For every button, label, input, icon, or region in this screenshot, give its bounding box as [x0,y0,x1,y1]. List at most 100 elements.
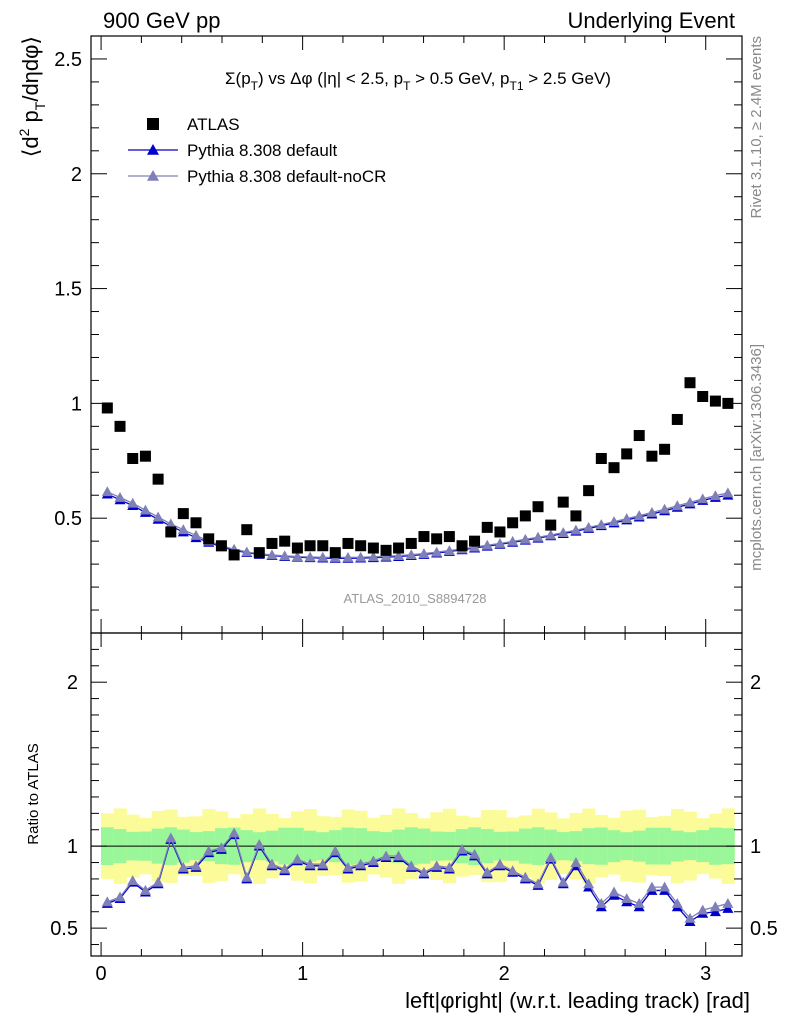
point-nocr [139,504,151,515]
point-atlas [494,526,506,538]
ratio-point-nocr [355,858,367,869]
point-nocr [545,529,557,540]
point-nocr [443,545,455,555]
point-atlas [190,517,202,529]
legend-entry: ATLAS [187,115,240,134]
point-nocr [393,550,405,561]
point-atlas [570,510,582,522]
point-atlas [253,547,265,559]
point-nocr [583,521,595,532]
y-tick-label: 2 [71,164,82,186]
ratio-point-nocr [456,843,468,854]
point-nocr [355,551,367,562]
ratio-point-nocr [443,861,455,872]
ratio-point-nocr [266,858,278,869]
y-tick-label: 1 [71,393,82,415]
point-nocr [697,493,709,504]
ratio-point-nocr [709,901,721,912]
ratio-point-nocr [646,881,658,892]
ratio-y-tick-label-right: 1 [750,836,761,858]
point-nocr [304,551,316,562]
ratio-point-nocr [215,842,227,853]
point-atlas [405,537,417,549]
point-atlas [621,448,633,460]
legend-marker [147,144,159,155]
ratio-y-tick-label-right: 0.5 [750,918,778,940]
legend-marker-atlas [147,118,159,130]
ratio-y-axis-label: Ratio to ATLAS [25,743,42,844]
point-nocr [127,497,139,508]
point-nocr [671,500,683,511]
header-right: Underlying Event [567,8,735,33]
point-atlas [291,542,303,554]
ratio-point-nocr [139,884,151,895]
point-atlas [519,510,531,522]
ratio-point-nocr [570,857,582,867]
point-atlas [165,526,177,538]
ratio-point-nocr [317,858,329,869]
ratio-point-nocr [291,853,303,864]
point-nocr [165,518,177,529]
point-nocr [431,546,443,557]
ratio-point-nocr [608,886,620,897]
point-atlas [241,524,253,536]
point-nocr [114,492,126,502]
ratio-y-tick-label: 2 [67,672,78,694]
plot-frames [90,35,743,957]
ratio-point-nocr [127,875,139,885]
header-left: 900 GeV pp [103,8,220,33]
x-tick-label: 1 [297,963,308,985]
point-atlas [139,450,151,462]
point-atlas [469,535,481,547]
ratio-point-nocr [393,850,405,861]
y-axis-label: ⟨d2 pT/dηdφ⟩ [16,36,48,157]
point-atlas [367,542,379,554]
ratio-plot-marks [101,827,734,926]
point-nocr [152,511,164,522]
ratio-point-nocr [152,876,164,887]
ratio-uncertainty-bands [91,808,742,884]
tick-labels: 0 1 2 3 0.5 1 1.5 2 2.5 0.5 0.5 1 1 2 2 [50,49,778,985]
ratio-point-nocr [481,866,493,877]
ratio-point-nocr [380,850,392,861]
point-atlas [545,519,557,531]
point-nocr [507,535,519,546]
point-atlas [595,452,607,464]
point-atlas [152,473,164,485]
ratio-point-nocr [621,893,633,904]
side-label-rivet: Rivet 3.1.10, ≥ 2.4M events [748,36,765,219]
ratio-point-nocr [190,860,202,871]
point-atlas [101,402,113,414]
point-atlas [127,452,139,464]
point-atlas [329,547,341,559]
point-atlas [557,496,569,508]
ratio-point-nocr [304,858,316,869]
point-atlas [583,485,595,497]
ratio-point-nocr [519,871,531,882]
point-nocr [532,531,544,542]
point-nocr [405,549,417,560]
point-nocr [519,533,531,544]
ratio-point-nocr [684,912,696,923]
y-tick-label: 0.5 [54,508,82,530]
point-atlas [304,540,316,552]
main-plot-marks [101,377,734,563]
point-nocr [177,524,189,535]
point-atlas [697,390,709,402]
point-atlas [114,420,126,432]
point-nocr [101,486,113,497]
point-nocr [621,513,633,524]
point-nocr [709,490,721,501]
ratio-point-nocr [659,881,671,892]
point-nocr [241,546,253,557]
ratio-point-nocr [367,855,379,866]
x-axis-label: left|φright| (w.r.t. leading track) [rad… [405,988,750,1013]
ratio-point-nocr [101,896,113,907]
point-nocr [367,551,379,562]
point-nocr [342,551,354,562]
point-atlas [418,531,430,543]
legend-marker [147,170,159,181]
legend: ATLAS Pythia 8.308 default Pythia 8.308 de… [128,115,386,186]
ratio-point-nocr [253,839,265,849]
